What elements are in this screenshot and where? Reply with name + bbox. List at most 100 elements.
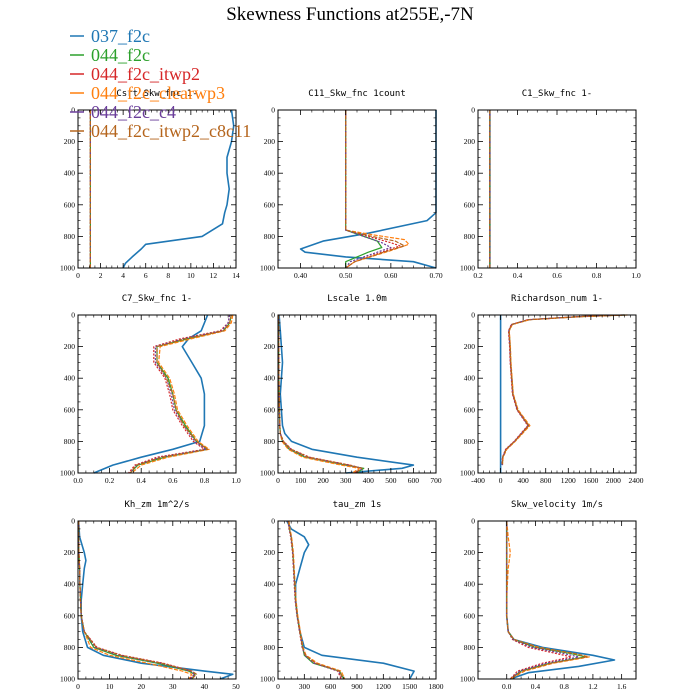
y-tick-label: 0 — [271, 106, 275, 115]
x-tick-label: 600 — [408, 476, 420, 485]
panel-3: C1_Skw_fnc 1- 0.2 0.4 0.6 0.8 1.0 0 200 400 600 80… — [460, 89, 641, 280]
y-tick-label: 0 — [71, 106, 75, 115]
x-tick-label: 0.4 — [137, 476, 147, 485]
panel-title: C7_Skw_fnc 1- — [122, 294, 192, 304]
panel-9: Skw_velocity 1m/s 0.0 0.4 0.8 1.2 1.6 0 200 400 6… — [460, 500, 637, 691]
series-line — [501, 314, 622, 466]
y-tick-label: 1000 — [60, 469, 75, 478]
x-tick-label: 0 — [276, 682, 280, 691]
series-line — [122, 109, 235, 269]
y-tick-label: 400 — [464, 374, 476, 383]
panel-frame — [277, 520, 437, 680]
y-tick-label: 400 — [464, 580, 476, 589]
x-tick-label: 100 — [295, 476, 307, 485]
y-tick-label: 800 — [464, 437, 476, 446]
panel-frame — [277, 314, 437, 474]
legend-label: 044_f2c_itwp2 — [91, 64, 200, 84]
series-line — [277, 314, 363, 474]
legend-label: 044_f2c_c4 — [91, 102, 176, 122]
series-group — [89, 109, 235, 269]
panel-frame — [77, 314, 237, 474]
y-tick-label: 1000 — [60, 264, 75, 273]
panel-frame — [477, 109, 637, 269]
series-line — [287, 520, 345, 680]
x-tick-label: 2 — [99, 271, 103, 280]
series-line — [278, 314, 415, 474]
x-tick-label: 30 — [169, 682, 177, 691]
y-tick-label: 800 — [64, 437, 76, 446]
y-tick-label: 200 — [264, 342, 276, 351]
y-tick-label: 800 — [464, 232, 476, 241]
series-line — [501, 314, 625, 466]
x-tick-label: 1.0 — [231, 476, 241, 485]
y-tick-label: 1000 — [260, 469, 275, 478]
panel-4: C7_Skw_fnc 1- 0.0 0.2 0.4 0.6 0.8 1.0 0 200 400 60… — [60, 294, 241, 485]
series-line — [345, 110, 392, 269]
y-tick-label: 1000 — [460, 264, 475, 273]
x-tick-label: 300 — [340, 476, 352, 485]
x-tick-label: 400 — [363, 476, 375, 485]
panel-1: Csrt_Skw_fnc 1- 0 2 4 6 8 10 12 14 0 200 400 600 800 1… — [60, 89, 240, 280]
x-tick-label: 1.2 — [588, 682, 598, 691]
x-tick-label: 2000 — [606, 476, 621, 485]
y-tick-label: 800 — [64, 643, 76, 652]
x-tick-label: 1.6 — [617, 682, 627, 691]
series-group — [93, 314, 234, 474]
panel-2: C11_Skw_fnc 1count 0.40 0.50 0.60 0.70 0 200 40… — [260, 89, 443, 280]
series-line — [77, 521, 196, 680]
figure-title: Skewness Functions at255E,-7N — [226, 4, 474, 25]
x-tick-label: 600 — [325, 682, 337, 691]
series-line — [77, 520, 234, 680]
x-tick-label: 0.8 — [200, 476, 210, 485]
series-group — [505, 520, 616, 680]
panel-title: C11_Skw_fnc 1count — [308, 89, 406, 99]
y-tick-label: 0 — [471, 106, 475, 115]
series-line — [77, 521, 198, 680]
y-tick-label: 600 — [264, 200, 276, 209]
y-tick-label: 400 — [264, 580, 276, 589]
legend-label: 044_f2c — [91, 45, 150, 65]
legend-label: 044_f2c_itwp2_c8c11 — [91, 121, 251, 141]
legend: 037_f2c044_f2c044_f2c_itwp2044_f2c_clear… — [70, 26, 251, 141]
x-tick-label: 10 — [187, 271, 195, 280]
y-tick-label: 0 — [271, 311, 275, 320]
series-group — [77, 520, 234, 680]
x-tick-label: 2400 — [629, 476, 644, 485]
x-tick-label: 40 — [201, 682, 209, 691]
x-tick-label: 900 — [351, 682, 363, 691]
y-tick-label: 800 — [264, 232, 276, 241]
panel-6: Richardson_num 1--400 0 400 800 1200 1600 2000… — [460, 294, 644, 485]
y-tick-label: 200 — [64, 548, 76, 557]
series-line — [501, 314, 624, 466]
series-line — [505, 521, 616, 680]
series-line — [77, 521, 196, 680]
panel-frame — [477, 314, 637, 474]
y-tick-label: 0 — [71, 311, 75, 320]
x-tick-label: 0.2 — [105, 476, 115, 485]
y-tick-label: 1000 — [260, 675, 275, 684]
x-tick-label: 1800 — [429, 682, 444, 691]
legend-entry: 044_f2c_itwp2_c8c11 — [70, 121, 251, 141]
y-tick-label: 1000 — [60, 675, 75, 684]
x-tick-label: 0 — [76, 271, 80, 280]
x-tick-label: 0.6 — [168, 476, 178, 485]
x-tick-label: 0.4 — [513, 271, 523, 280]
series-line — [288, 520, 346, 680]
y-tick-label: 0 — [471, 517, 475, 526]
series-line — [506, 521, 573, 680]
y-tick-label: 600 — [464, 200, 476, 209]
legend-entry: 044_f2c_itwp2 — [70, 64, 200, 84]
series-line — [506, 521, 588, 680]
series-group — [499, 314, 628, 473]
x-tick-label: 0.4 — [531, 682, 541, 691]
x-tick-label: 50 — [232, 682, 240, 691]
series-line — [345, 110, 405, 269]
series-line — [501, 314, 628, 466]
series-line — [345, 110, 383, 268]
panel-frame — [277, 109, 437, 269]
x-tick-label: 0.0 — [73, 476, 83, 485]
x-tick-label: 4 — [121, 271, 125, 280]
y-tick-label: 800 — [64, 232, 76, 241]
panel-title: tau_zm 1s — [333, 500, 382, 510]
y-tick-label: 0 — [271, 517, 275, 526]
